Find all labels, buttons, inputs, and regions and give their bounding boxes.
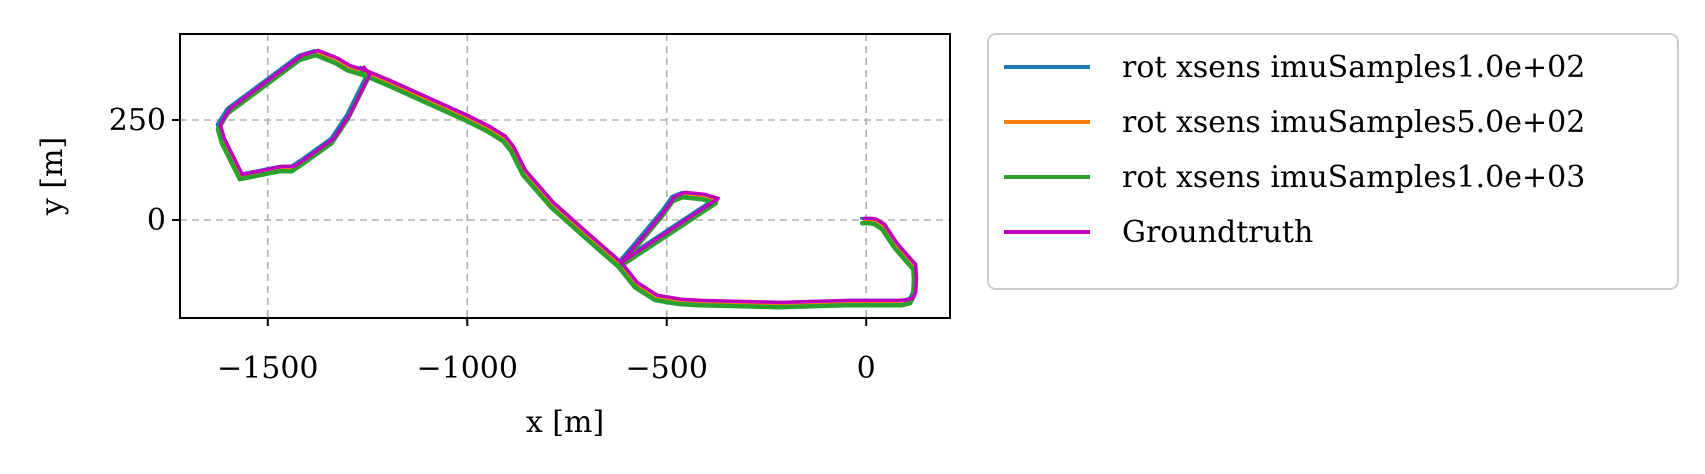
legend-label: rot xsens imuSamples1.0e+02 [1122,50,1585,85]
series-line-3 [215,52,917,310]
legend-label: rot xsens imuSamples5.0e+02 [1122,105,1585,140]
legend-items: rot xsens imuSamples1.0e+02 rot xsens imu… [1004,50,1585,250]
y-tick-label: 0 [147,203,166,238]
tick-labels: −1500 −1000 −500 0 0 250 [109,103,876,386]
legend: rot xsens imuSamples1.0e+02 rot xsens imu… [987,33,1679,290]
series-layer [215,48,919,310]
x-tick-label: −500 [626,351,708,386]
plot-frame [179,33,951,319]
series-line-4 [218,48,919,305]
y-axis-label: y [m] [35,137,70,216]
x-axis-label: x [m] [526,405,604,440]
legend-frame [987,33,1679,290]
y-tick-label: 250 [109,103,166,138]
tick-marks [172,119,868,326]
plot-area: −1500 −1000 −500 0 0 250 [109,33,951,386]
x-tick-label: 0 [857,351,876,386]
legend-label: Groundtruth [1122,215,1313,250]
x-tick-label: −1000 [417,351,518,386]
legend-label: rot xsens imuSamples1.0e+03 [1122,160,1585,195]
x-tick-label: −1500 [217,351,318,386]
